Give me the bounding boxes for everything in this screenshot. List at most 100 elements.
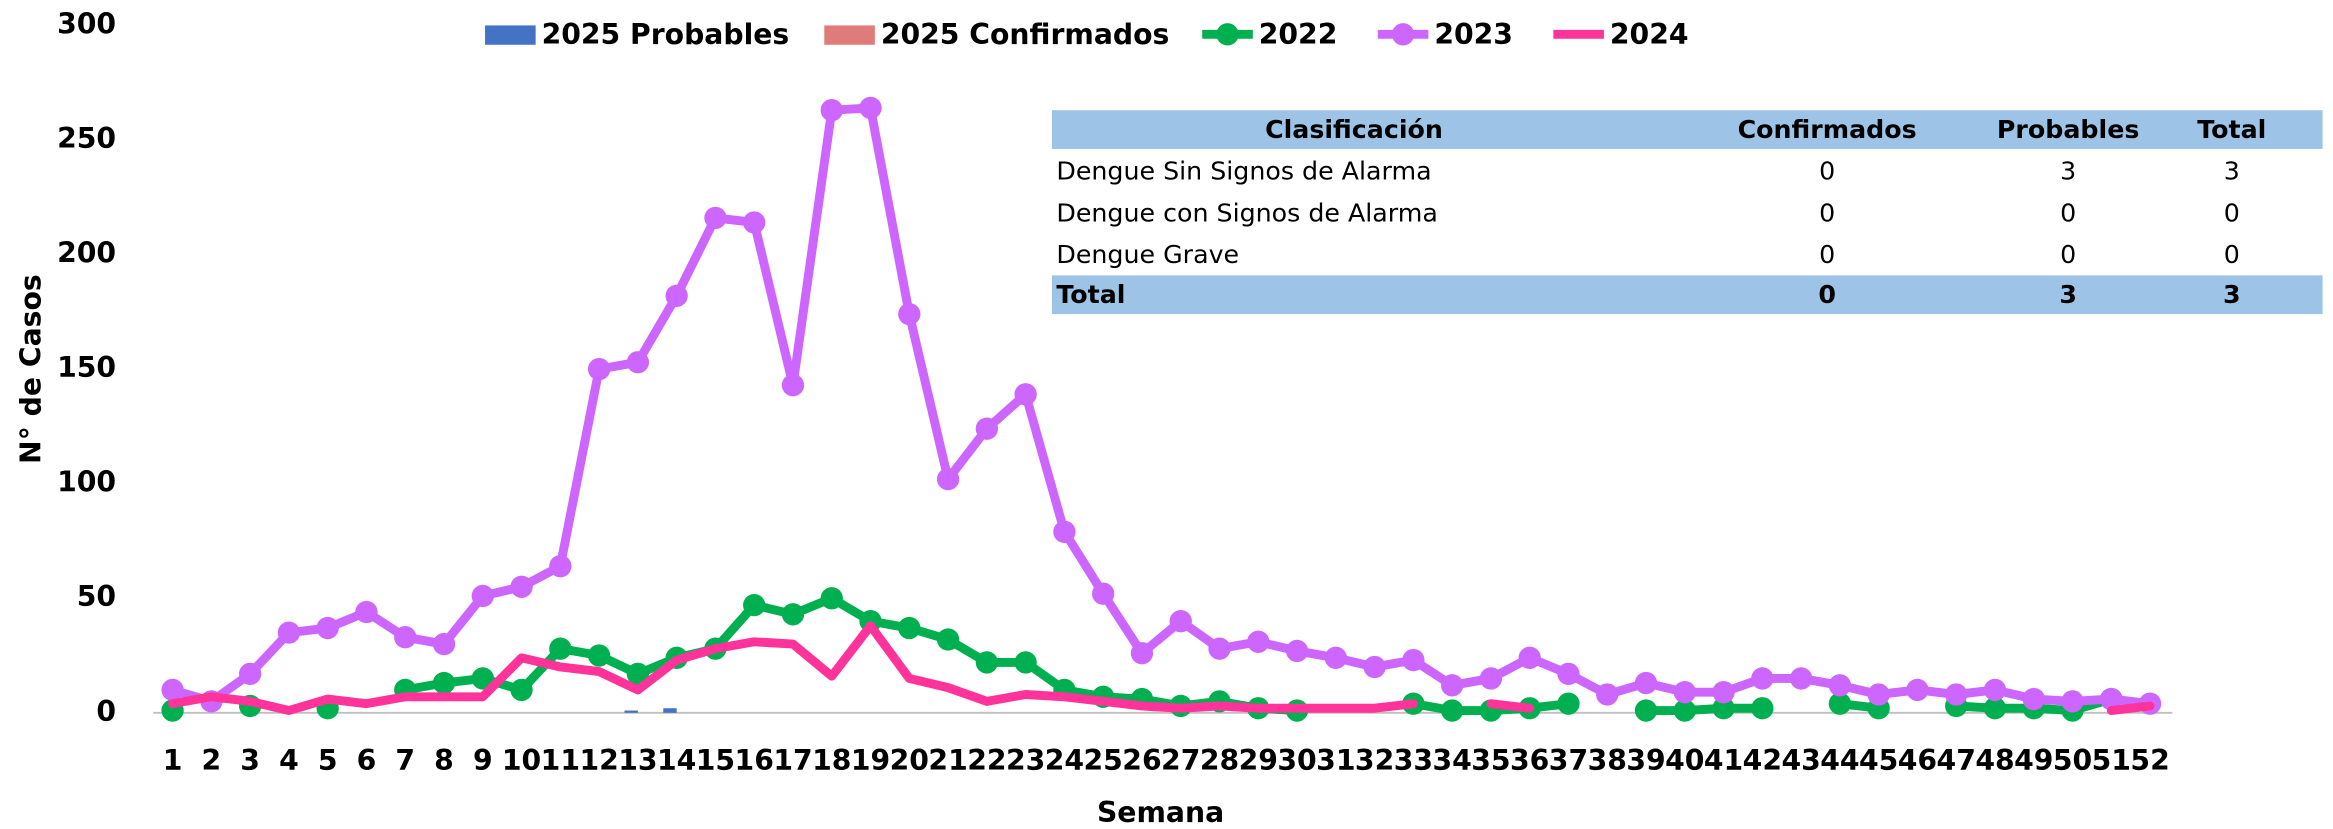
line-marker — [1751, 667, 1774, 690]
line-marker — [1169, 610, 1192, 633]
x-tick-label: 44 — [1820, 744, 1859, 777]
line-marker — [471, 667, 494, 690]
x-tick-label: 16 — [735, 744, 774, 777]
line-marker — [471, 584, 494, 608]
x-tick-label: 47 — [1937, 744, 1976, 777]
x-tick-label: 15 — [696, 744, 735, 777]
line-marker — [898, 616, 921, 640]
line-marker — [626, 662, 650, 686]
line-marker — [587, 644, 611, 667]
line-marker — [1983, 697, 2007, 720]
line-marker — [781, 603, 805, 626]
line-marker — [743, 211, 766, 234]
y-tick-label: 100 — [57, 466, 116, 499]
x-tick-label: 22 — [967, 744, 1006, 777]
line-marker — [510, 575, 533, 598]
x-tick-label: 21 — [928, 744, 967, 777]
line-marker — [1285, 639, 1309, 663]
x-tick-label: 17 — [773, 744, 812, 777]
line-marker — [432, 632, 456, 656]
legend-label: 2022 — [1259, 18, 1338, 51]
line-marker — [1092, 582, 1115, 605]
line-marker — [1596, 683, 1619, 706]
x-tick-label: 49 — [2014, 744, 2053, 777]
line-marker — [1751, 697, 1774, 720]
table-total: 0 — [1818, 280, 1836, 309]
line-marker — [1634, 671, 1658, 695]
x-tick-label: 24 — [1045, 744, 1084, 777]
line-marker — [1712, 681, 1735, 704]
table-cell: 0 — [1819, 240, 1835, 269]
line-marker — [1053, 520, 1076, 543]
line-marker — [975, 651, 999, 674]
line-marker — [394, 626, 417, 649]
y-tick-label: 150 — [57, 351, 116, 384]
table-header-bg — [1051, 110, 2323, 149]
bar — [624, 710, 638, 713]
line-marker — [1789, 667, 1813, 690]
table-cell: 0 — [1819, 198, 1835, 227]
x-tick-label: 6 — [357, 744, 377, 777]
line-marker — [2022, 687, 2045, 711]
table-header: Total — [2197, 115, 2266, 144]
x-tick-label: 31 — [1316, 744, 1355, 777]
x-tick-label: 3 — [240, 744, 260, 777]
line-marker — [626, 351, 650, 374]
line-marker — [743, 593, 766, 617]
x-tick-label: 1 — [163, 744, 183, 777]
table-cell: 0 — [2224, 240, 2240, 269]
x-tick-label: 4 — [279, 744, 299, 777]
line-marker — [355, 600, 378, 624]
line-marker — [1983, 678, 2007, 702]
line-marker — [704, 206, 727, 230]
legend-label: 2023 — [1434, 18, 1513, 51]
line-marker — [1906, 678, 1929, 702]
line-marker — [432, 671, 456, 695]
line-series — [168, 103, 2155, 709]
line-marker — [898, 302, 921, 326]
line-marker — [1130, 642, 1154, 665]
table-header: Probables — [1997, 115, 2139, 144]
line-marker — [665, 284, 688, 307]
table-cell: 3 — [2060, 157, 2076, 186]
table-cell: 3 — [2224, 157, 2240, 186]
table-header: Confirmados — [1738, 115, 1917, 144]
y-tick-label: 250 — [57, 122, 116, 155]
x-tick-label: 12 — [579, 744, 618, 777]
legend-item: 2022 — [1202, 18, 1337, 51]
x-tick-label: 26 — [1122, 744, 1161, 777]
line-marker — [277, 621, 301, 644]
table-total-bg — [1051, 275, 2323, 315]
x-tick-label: 7 — [395, 744, 415, 777]
table-cell: Dengue con Signos de Alarma — [1056, 198, 1437, 227]
x-tick-label: 14 — [657, 744, 696, 777]
x-tick-label: 50 — [2053, 744, 2092, 777]
line-marker — [1634, 699, 1658, 722]
legend-marker — [1216, 23, 1239, 46]
x-tick-label: 34 — [1432, 744, 1471, 777]
x-tick-label: 41 — [1704, 744, 1743, 777]
y-tick-label: 50 — [77, 580, 116, 613]
y-axis-label: N° de Casos — [15, 274, 48, 464]
line-marker — [1324, 646, 1347, 669]
x-tick-label: 46 — [1898, 744, 1937, 777]
x-tick-label: 52 — [2130, 744, 2169, 777]
line-marker — [587, 357, 611, 381]
line-marker — [1828, 674, 1852, 697]
line-series — [168, 621, 2155, 715]
legend-swatch — [485, 25, 536, 45]
x-tick-label: 48 — [1975, 744, 2014, 777]
line-marker — [859, 96, 882, 120]
line-marker — [549, 637, 572, 660]
line-marker — [820, 99, 843, 122]
y-tick-label: 200 — [57, 237, 116, 270]
x-tick-label: 40 — [1665, 744, 1704, 777]
line-marker — [1557, 692, 1580, 715]
x-tick-label: 29 — [1239, 744, 1278, 777]
x-tick-label: 11 — [541, 744, 580, 777]
legend-label: 2025 Confirmados — [881, 18, 1170, 51]
line-marker — [975, 417, 999, 440]
line-marker — [1712, 697, 1735, 720]
line-marker — [1867, 683, 1890, 706]
